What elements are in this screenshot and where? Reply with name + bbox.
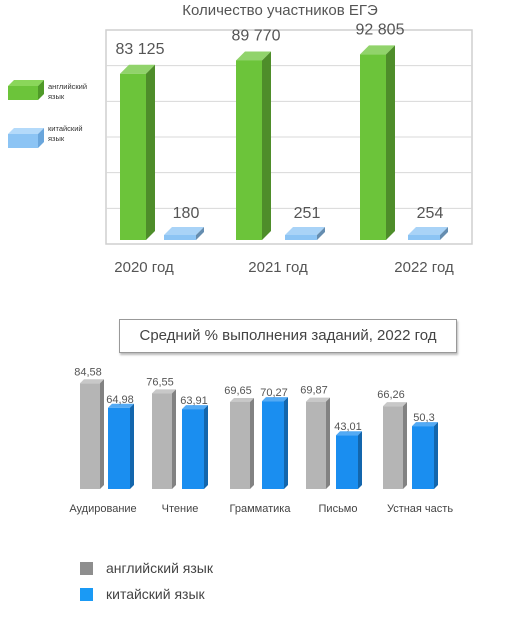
chart1-bar-chinese [164,227,204,240]
chart2-category-label: Грамматика [230,503,292,515]
chart2-title-box: Средний % выполнения заданий, 2022 год [119,319,457,353]
chart2-category-label: Письмо [319,503,358,515]
chart2-data-label-chinese: 64,98 [106,394,134,406]
chart2-data-label-english: 69,65 [224,385,252,397]
chart1-data-label-chinese: 251 [294,205,321,222]
chart2-category-label: Аудирование [69,503,136,515]
legend2-chinese-label: китайский язык [106,586,205,602]
legend1-english-swatch [8,80,44,100]
legend2-chinese-swatch [80,588,93,601]
chart2-bar-chinese [336,431,362,489]
chart1-bar-chinese [408,227,448,240]
chart2-bar-english [230,397,254,489]
chart2-plot: 84,58 64,98 Аудирование 76,55 63,91 Чтение 69,… [69,366,453,515]
chart1-data-label-chinese: 254 [417,205,444,222]
chart1-title: Количество участников ЕГЭ [182,2,378,19]
chart2-bar-english [152,389,176,489]
chart1-category-label: 2020 год [114,259,174,276]
chart2-data-label-english: 76,55 [146,376,174,388]
chart1-bar-english [236,51,271,241]
chart1-data-label-chinese: 180 [173,205,200,222]
chart2-bar-chinese [412,422,438,489]
chart1-bar-english [360,45,395,240]
chart1-data-label-english: 89 770 [232,27,281,44]
chart2-data-label-chinese: 63,91 [180,395,208,407]
chart2-data-label-english: 84,58 [74,366,102,378]
chart1-category-label: 2021 год [248,259,308,276]
chart1-data-label-english: 83 125 [116,41,165,58]
chart2-bar-english [80,379,104,489]
legend1-english-label: английский язык [48,82,88,101]
chart1-bar-chinese [285,227,325,240]
chart2-bar-english [306,397,330,489]
chart1-plot: 2020 год 2021 год 2022 год 83 125 89 770 92 8… [105,21,473,276]
legend1-chinese-label: китайский язык [48,124,83,143]
chart2-bar-chinese [182,405,208,489]
chart1-data-label-english: 92 805 [356,21,405,38]
legend1-chinese-swatch [8,128,44,148]
legend2-english-swatch [80,562,93,575]
chart2-data-label-chinese: 70,27 [260,387,288,399]
chart2-data-label-english: 66,26 [377,389,405,401]
chart2-category-label: Устная часть [387,503,453,515]
chart2-data-label-chinese: 43,01 [334,421,362,433]
chart2-title: Средний % выполнения заданий, 2022 год [139,327,437,344]
chart1-bar-english [120,64,155,240]
chart2-category-label: Чтение [162,503,199,515]
legend2-english-label: английский язык [106,560,213,576]
chart2-data-label-english: 69,87 [300,385,328,397]
chart2-bar-chinese [262,397,288,489]
chart2-data-label-chinese: 50,3 [413,412,434,424]
chart1-category-label: 2022 год [394,259,454,276]
chart2-bar-chinese [108,403,134,489]
chart2-bar-english [383,402,407,489]
